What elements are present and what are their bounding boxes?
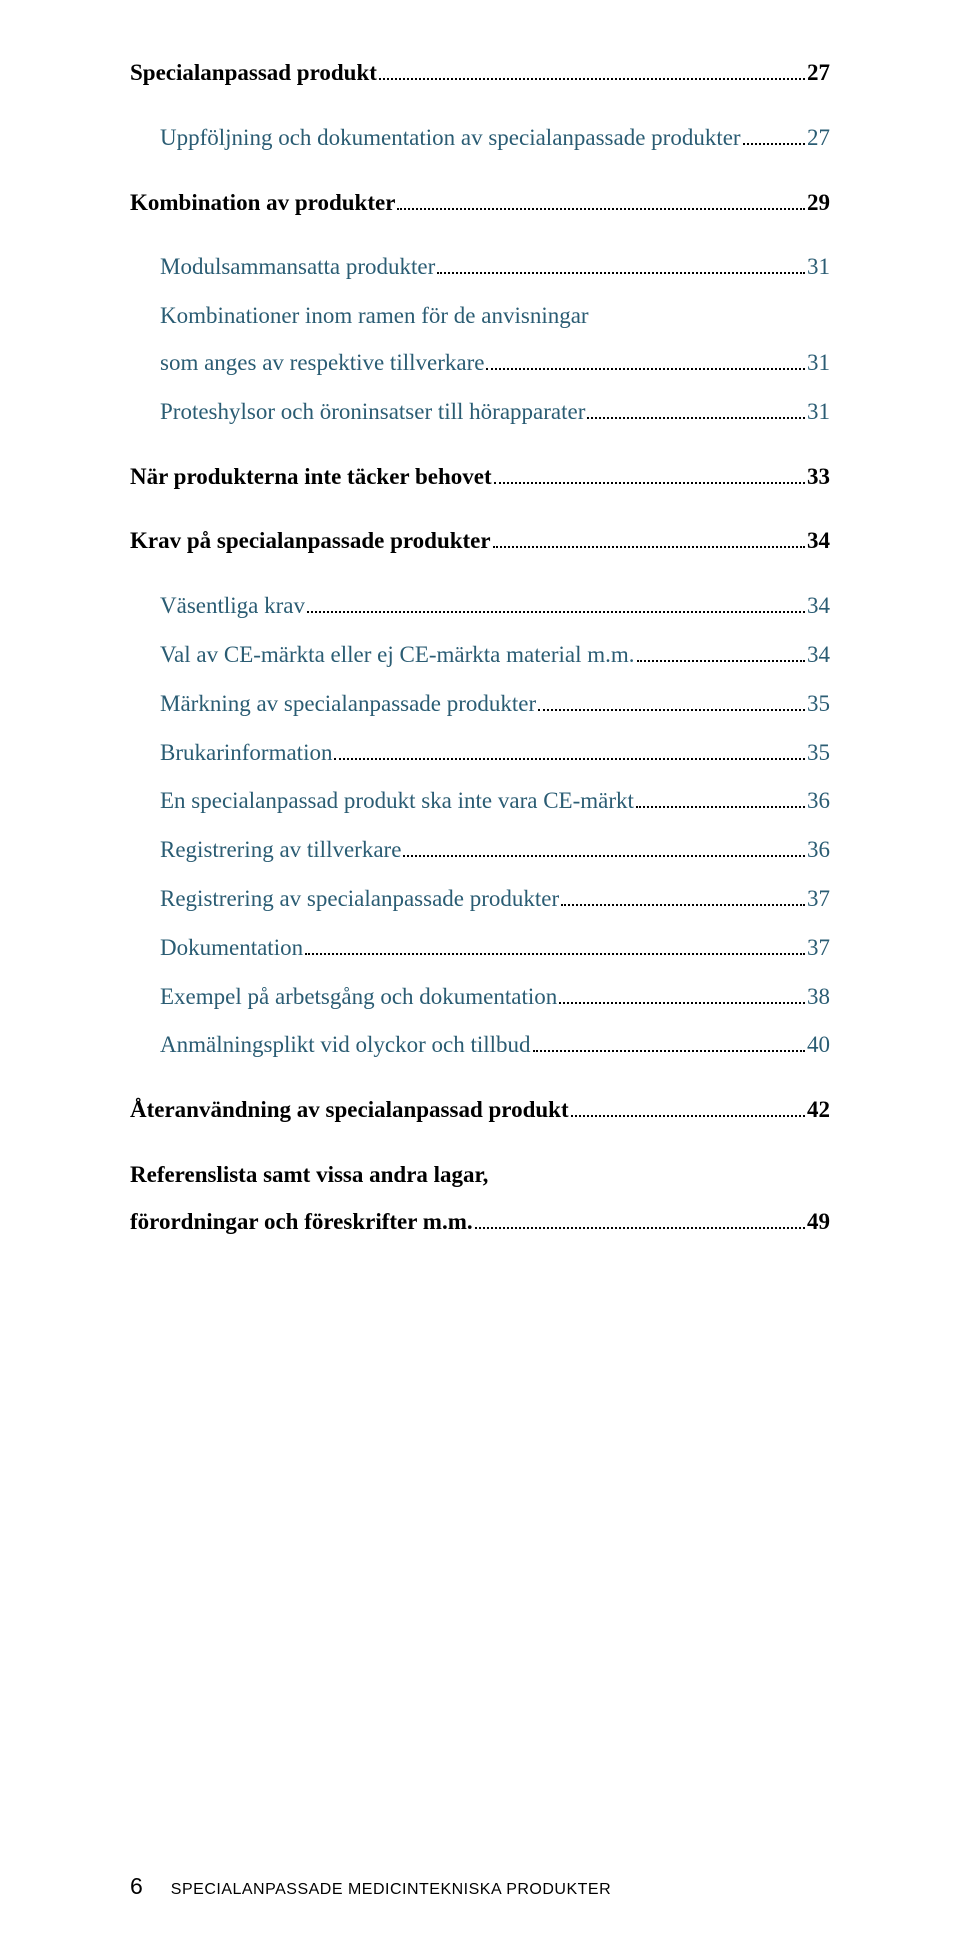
toc-entry: Anmälningsplikt vid olyckor och tillbud 4…: [130, 1027, 830, 1064]
toc-label: Kombinationer inom ramen för de anvisnin…: [160, 298, 589, 335]
toc-leader: [559, 981, 805, 1004]
toc-entry: Märkning av specialanpassade produkter 35: [130, 686, 830, 723]
toc-page-number: 27: [807, 55, 830, 92]
toc-page-number: 36: [807, 783, 830, 820]
toc-leader: [486, 347, 805, 370]
toc-leader: [493, 525, 805, 548]
toc-entry: Referenslista samt vissa andra lagar,: [130, 1157, 830, 1194]
toc-leader: [571, 1094, 805, 1117]
toc-leader: [403, 834, 805, 857]
toc-leader: [437, 251, 805, 274]
toc-label: Registrering av specialanpassade produkt…: [160, 881, 559, 918]
toc-entry: Exempel på arbetsgång och dokumentation 3…: [130, 979, 830, 1016]
toc-page-number: 31: [807, 345, 830, 382]
toc-leader: [561, 883, 805, 906]
toc-label: Dokumentation: [160, 930, 303, 967]
toc-entry: Väsentliga krav 34: [130, 588, 830, 625]
toc-entry: förordningar och föreskrifter m.m. 49: [130, 1204, 830, 1241]
toc-label: Exempel på arbetsgång och dokumentation: [160, 979, 557, 1016]
toc-entry: Specialanpassad produkt 27: [130, 55, 830, 92]
toc-page-number: 37: [807, 930, 830, 967]
toc-leader: [307, 590, 805, 613]
toc-entry: Återanvändning av specialanpassad produk…: [130, 1092, 830, 1129]
toc-label: som anges av respektive tillverkare: [160, 345, 484, 382]
toc-label: När produkterna inte täcker behovet: [130, 459, 492, 496]
toc-leader: [475, 1206, 805, 1229]
toc-page-number: 36: [807, 832, 830, 869]
toc-label: Registrering av tillverkare: [160, 832, 401, 869]
toc-entry: Brukarinformation 35: [130, 735, 830, 772]
toc-page-number: 40: [807, 1027, 830, 1064]
toc-entry: Modulsammansatta produkter 31: [130, 249, 830, 286]
toc-entry: Krav på specialanpassade produkter 34: [130, 523, 830, 560]
toc-page-number: 35: [807, 735, 830, 772]
toc-page-number: 49: [807, 1204, 830, 1241]
toc-label: Väsentliga krav: [160, 588, 305, 625]
toc-leader: [379, 57, 805, 80]
toc-page-number: 27: [807, 120, 830, 157]
toc-entry: som anges av respektive tillverkare 31: [130, 345, 830, 382]
toc-page-number: 34: [807, 523, 830, 560]
toc-leader: [636, 785, 805, 808]
toc-label: Referenslista samt vissa andra lagar,: [130, 1157, 488, 1194]
toc-page-number: 35: [807, 686, 830, 723]
toc-leader: [538, 688, 805, 711]
toc-leader: [397, 187, 805, 210]
toc-entry: Dokumentation 37: [130, 930, 830, 967]
toc-page-number: 31: [807, 394, 830, 431]
footer-text: SPECIALANPASSADE MEDICINTEKNISKA PRODUKT…: [171, 1881, 611, 1899]
page-footer: 6 SPECIALANPASSADE MEDICINTEKNISKA PRODU…: [130, 1873, 830, 1900]
toc-label: Krav på specialanpassade produkter: [130, 523, 491, 560]
toc-leader: [305, 932, 805, 955]
toc-page-number: 42: [807, 1092, 830, 1129]
page: Specialanpassad produkt 27 Uppföljning och…: [0, 0, 960, 1956]
toc-leader: [334, 737, 805, 760]
toc-page-number: 31: [807, 249, 830, 286]
toc-label: Val av CE-märkta eller ej CE-märkta mate…: [160, 637, 635, 674]
toc-leader: [743, 122, 805, 145]
page-number: 6: [130, 1873, 143, 1900]
toc-leader: [494, 461, 805, 484]
toc-page-number: 37: [807, 881, 830, 918]
toc-leader: [533, 1029, 805, 1052]
toc-label: Anmälningsplikt vid olyckor och tillbud: [160, 1027, 531, 1064]
toc-page-number: 29: [807, 185, 830, 222]
toc-label: En specialanpassad produkt ska inte vara…: [160, 783, 634, 820]
toc-label: Märkning av specialanpassade produkter: [160, 686, 536, 723]
toc-label: Uppföljning och dokumentation av special…: [160, 120, 741, 157]
toc-label: förordningar och föreskrifter m.m.: [130, 1204, 473, 1241]
toc-page-number: 34: [807, 588, 830, 625]
toc-page-number: 38: [807, 979, 830, 1016]
toc-label: Specialanpassad produkt: [130, 55, 377, 92]
toc-entry: Kombinationer inom ramen för de anvisnin…: [130, 298, 830, 335]
toc-page-number: 33: [807, 459, 830, 496]
toc-label: Modulsammansatta produkter: [160, 249, 435, 286]
toc-entry: Kombination av produkter 29: [130, 185, 830, 222]
toc-entry: Val av CE-märkta eller ej CE-märkta mate…: [130, 637, 830, 674]
toc-label: Proteshylsor och öroninsatser till hörap…: [160, 394, 585, 431]
toc-entry: När produkterna inte täcker behovet 33: [130, 459, 830, 496]
toc-label: Brukarinformation: [160, 735, 332, 772]
toc-entry: Registrering av specialanpassade produkt…: [130, 881, 830, 918]
toc-label: Återanvändning av specialanpassad produk…: [130, 1092, 569, 1129]
toc-leader: [587, 396, 805, 419]
toc-entry: Uppföljning och dokumentation av special…: [130, 120, 830, 157]
toc-entry: Proteshylsor och öroninsatser till hörap…: [130, 394, 830, 431]
toc-label: Kombination av produkter: [130, 185, 395, 222]
table-of-contents: Specialanpassad produkt 27 Uppföljning och…: [130, 55, 830, 1241]
toc-leader: [637, 639, 805, 662]
toc-entry: Registrering av tillverkare 36: [130, 832, 830, 869]
toc-page-number: 34: [807, 637, 830, 674]
toc-entry: En specialanpassad produkt ska inte vara…: [130, 783, 830, 820]
